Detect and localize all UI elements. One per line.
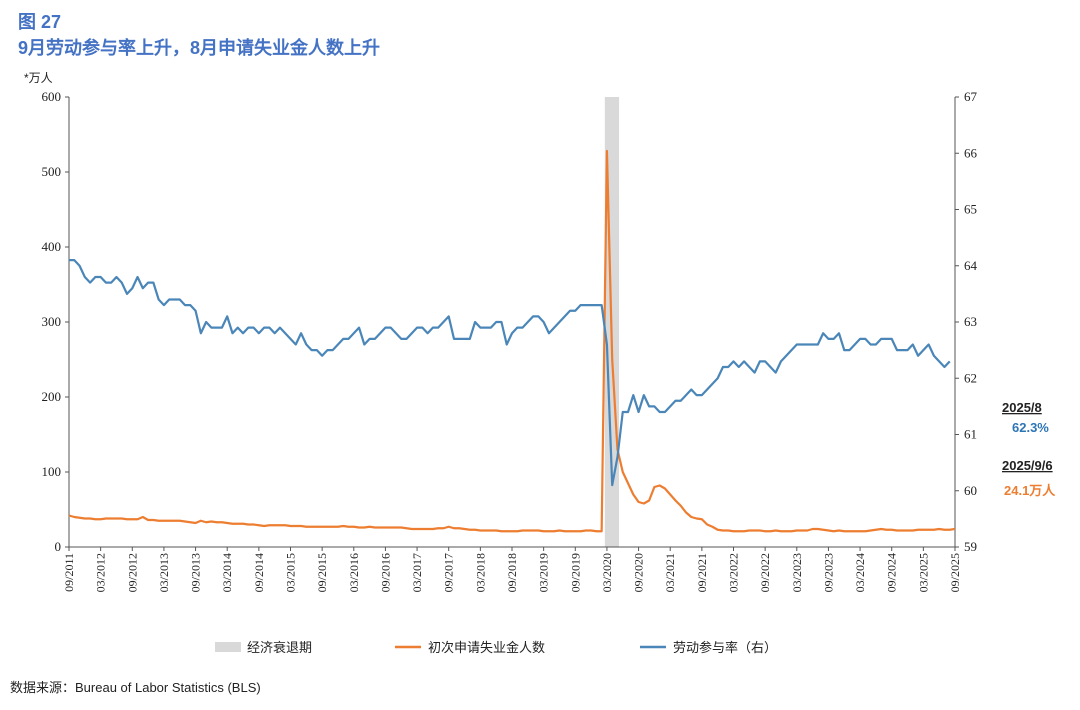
y-tick-label: 400 <box>42 239 62 254</box>
legend-label: 初次申请失业金人数 <box>428 640 545 655</box>
y-tick-label: 100 <box>42 464 62 479</box>
x-tick-label: 09/2023 <box>821 553 835 592</box>
x-tick-label: 03/2015 <box>284 553 298 592</box>
y2-tick-label: 65 <box>964 202 977 217</box>
x-tick-label: 09/2012 <box>125 553 139 592</box>
x-tick-label: 09/2018 <box>505 553 519 592</box>
x-tick-label: 03/2017 <box>410 553 424 592</box>
y-tick-label: 500 <box>42 164 62 179</box>
series-line <box>68 149 956 533</box>
x-tick-label: 03/2022 <box>727 553 741 592</box>
x-tick-label: 09/2025 <box>948 553 962 592</box>
annotation-date: 2025/8 <box>1002 400 1042 415</box>
x-tick-label: 09/2013 <box>189 553 203 592</box>
x-tick-label: 03/2020 <box>600 553 614 592</box>
y2-tick-label: 62 <box>964 370 977 385</box>
chart-subtitle: 9月劳动参与率上升，8月申请失业金人数上升 <box>18 37 380 58</box>
x-tick-label: 09/2014 <box>252 553 266 592</box>
legend-label: 经济衰退期 <box>247 640 312 655</box>
x-tick-label: 03/2025 <box>916 553 930 592</box>
x-tick-label: 09/2019 <box>568 553 582 592</box>
chart-title: 图 27 <box>18 12 61 32</box>
y-tick-label: 600 <box>42 89 62 104</box>
x-tick-label: 03/2023 <box>790 553 804 592</box>
x-tick-label: 09/2020 <box>632 553 646 592</box>
y2-tick-label: 66 <box>964 145 978 160</box>
y-tick-label: 300 <box>42 314 62 329</box>
y2-tick-label: 63 <box>964 314 977 329</box>
x-tick-label: 03/2016 <box>347 553 361 592</box>
source: 数据来源：Bureau of Labor Statistics (BLS) <box>10 680 261 695</box>
x-tick-label: 03/2018 <box>473 553 487 592</box>
x-tick-label: 03/2013 <box>157 553 171 592</box>
x-tick-label: 03/2019 <box>537 553 551 592</box>
x-tick-label: 03/2021 <box>663 553 677 592</box>
series-line <box>69 259 951 487</box>
y-axis-unit: *万人 <box>24 71 53 85</box>
legend-swatch <box>215 642 241 652</box>
x-tick-label: 09/2017 <box>442 553 456 592</box>
x-tick-label: 09/2024 <box>885 553 899 592</box>
x-tick-label: 09/2022 <box>758 553 772 592</box>
y-tick-label: 200 <box>42 389 62 404</box>
x-tick-label: 09/2021 <box>695 553 709 592</box>
x-tick-label: 03/2014 <box>220 553 234 592</box>
annotation-value: 24.1万人 <box>1004 483 1056 498</box>
x-tick-label: 09/2016 <box>378 553 392 592</box>
y2-tick-label: 59 <box>964 539 977 554</box>
x-tick-label: 09/2011 <box>62 553 76 592</box>
y2-tick-label: 64 <box>964 258 978 273</box>
legend-label: 劳动参与率（右） <box>673 640 777 655</box>
x-tick-label: 03/2012 <box>94 553 108 592</box>
annotation-value: 62.3% <box>1012 420 1049 435</box>
x-tick-label: 09/2015 <box>315 553 329 592</box>
y-tick-label: 0 <box>55 539 62 554</box>
x-tick-label: 03/2024 <box>853 553 867 592</box>
y2-tick-label: 67 <box>964 89 978 104</box>
annotation-date: 2025/9/6 <box>1002 458 1053 473</box>
y2-tick-label: 61 <box>964 427 977 442</box>
y2-tick-label: 60 <box>964 483 977 498</box>
